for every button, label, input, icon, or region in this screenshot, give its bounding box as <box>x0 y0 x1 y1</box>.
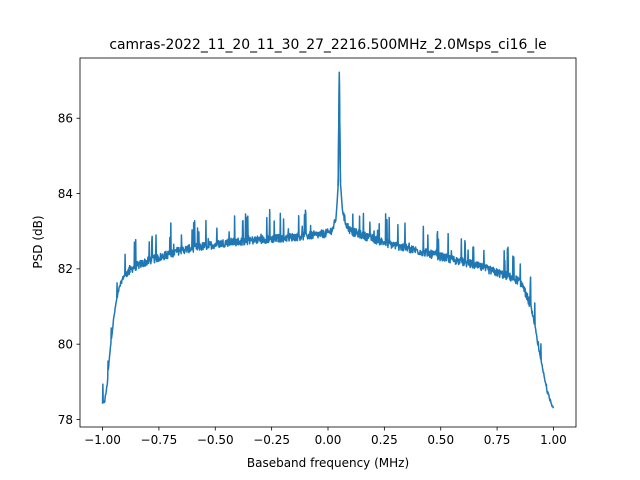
y-tick-label: 78 <box>58 413 73 427</box>
x-tick-label: −0.50 <box>197 433 234 447</box>
psd-peak-segment <box>337 72 342 187</box>
y-axis-label: PSD (dB) <box>31 215 45 268</box>
y-tick-label: 80 <box>58 337 73 351</box>
x-tick-label: −0.25 <box>253 433 290 447</box>
chart-title: camras-2022_11_20_11_30_27_2216.500MHz_2… <box>109 37 546 53</box>
x-tick-label: 0.00 <box>315 433 342 447</box>
y-tick-label: 86 <box>58 112 73 126</box>
plot-area <box>80 58 576 427</box>
x-tick-label: 0.75 <box>484 433 511 447</box>
x-tick-label: −1.00 <box>84 433 121 447</box>
x-axis-ticks: −1.00 −0.75 −0.50 −0.25 0.00 0.25 0.50 0.75 1.00 <box>84 427 567 447</box>
y-axis-ticks: 78 80 82 84 86 <box>58 112 80 427</box>
psd-series-line <box>101 71 555 409</box>
y-tick-label: 84 <box>58 187 73 201</box>
series-layer <box>101 71 555 409</box>
x-axis-label: Baseband frequency (MHz) <box>247 456 409 470</box>
y-tick-label: 82 <box>58 262 73 276</box>
x-tick-label: 0.50 <box>427 433 454 447</box>
x-tick-label: 1.00 <box>540 433 567 447</box>
x-tick-label: 0.25 <box>371 433 398 447</box>
x-tick-label: −0.75 <box>141 433 178 447</box>
